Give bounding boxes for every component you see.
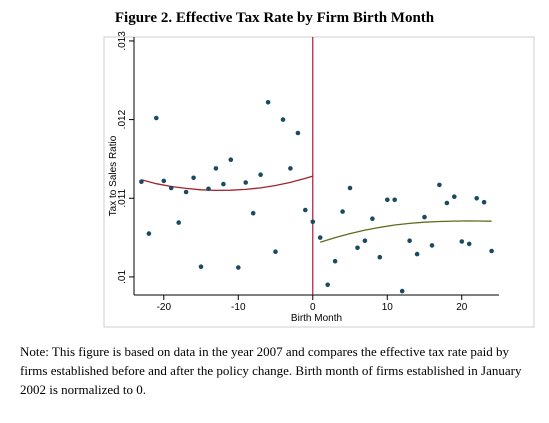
data-point [280, 117, 286, 122]
data-point [392, 197, 398, 203]
data-point [273, 249, 278, 254]
data-point [295, 130, 301, 136]
fit-line-before [141, 175, 313, 192]
fit-line-after [320, 220, 492, 243]
data-point [161, 178, 167, 184]
y-tick-label: .013 [117, 31, 128, 51]
data-point [481, 199, 487, 205]
data-point [399, 288, 405, 294]
data-points [139, 100, 494, 294]
data-point [303, 207, 308, 213]
x-tick-label: -10 [231, 302, 246, 313]
data-point [250, 210, 256, 216]
x-tick-label: 10 [382, 302, 394, 313]
data-point [221, 181, 226, 187]
data-point [146, 231, 152, 236]
x-ticks: -20 -10 0 10 20 [157, 295, 468, 313]
data-point [385, 197, 390, 203]
data-point [444, 200, 450, 206]
y-tick-label: .012 [117, 109, 128, 129]
data-point [325, 282, 331, 288]
data-point [139, 179, 144, 184]
x-tick-label: -20 [157, 302, 172, 313]
data-point [206, 186, 211, 192]
data-point [236, 265, 241, 270]
data-point [437, 182, 442, 188]
data-point [213, 166, 219, 171]
data-point [183, 189, 189, 195]
plot-frame [103, 36, 535, 328]
data-point [340, 209, 345, 214]
data-point [370, 216, 375, 221]
data-point [168, 185, 174, 191]
data-point [265, 100, 271, 105]
data-point [317, 235, 323, 240]
data-point [198, 264, 204, 270]
data-point [377, 254, 383, 260]
data-point [258, 172, 263, 177]
data-point [422, 214, 427, 220]
data-point [176, 220, 181, 225]
y-tick-label: .011 [117, 188, 128, 207]
x-tick-label: 0 [310, 302, 316, 313]
data-point [474, 196, 480, 201]
data-point [228, 157, 234, 162]
x-axis-title: Birth Month [291, 313, 342, 324]
figure-note: Note: This figure is based on data in th… [20, 344, 522, 397]
chart-title: Figure 2. Effective Tax Rate by Firm Bir… [114, 10, 435, 26]
y-axis-title: Tax to Sales Ratio [108, 135, 119, 216]
data-point [191, 175, 196, 181]
data-point [407, 238, 412, 243]
data-point [347, 185, 353, 191]
data-point [154, 115, 159, 121]
data-point [452, 194, 457, 199]
data-point [288, 166, 293, 171]
data-point [355, 245, 360, 251]
data-point [414, 251, 420, 257]
data-point [489, 248, 494, 254]
data-point [243, 180, 248, 185]
data-point [362, 238, 368, 243]
data-point [459, 239, 465, 244]
data-point [429, 243, 435, 248]
data-point [310, 219, 316, 225]
data-point [466, 241, 472, 247]
y-ticks: .01 .011 .012 .013 [117, 31, 134, 284]
y-tick-label: .01 [117, 270, 128, 284]
x-tick-label: 20 [456, 302, 468, 313]
data-point [332, 258, 338, 264]
